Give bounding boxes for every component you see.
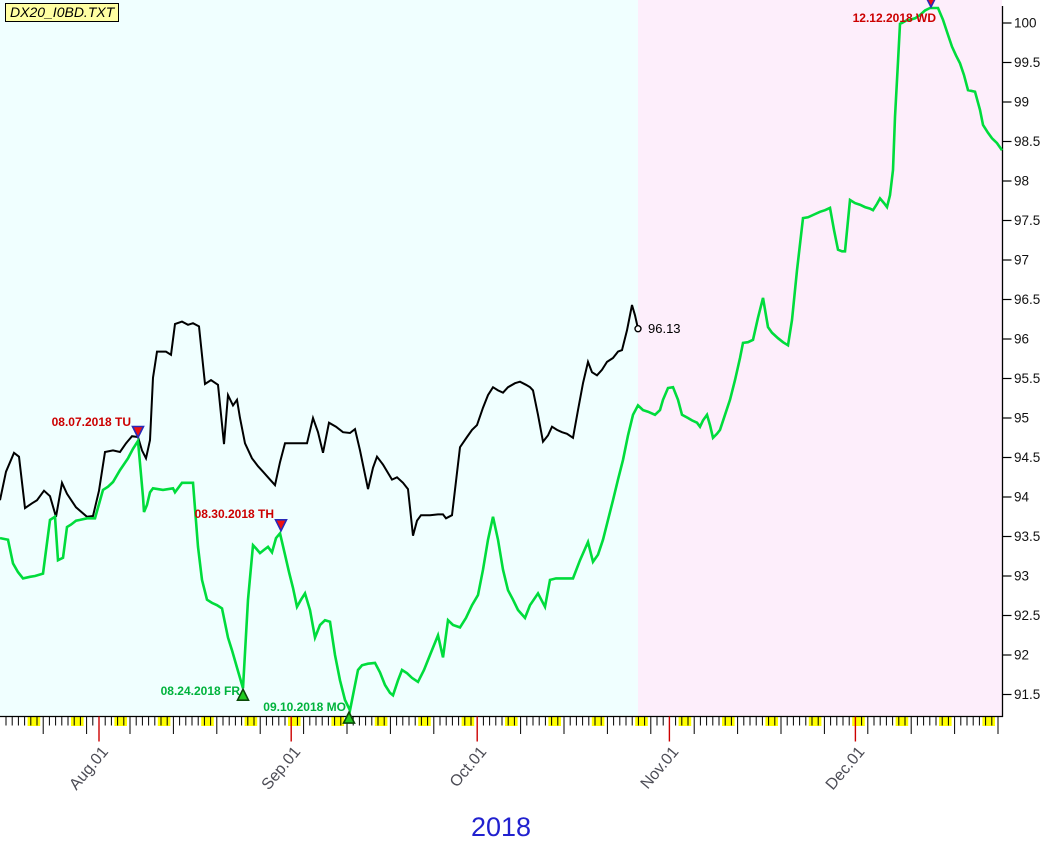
- signal-label-mo: 09.10.2018 MO: [263, 700, 346, 714]
- history-region: [0, 0, 638, 716]
- y-axis-tick-label: 93.5: [1014, 529, 1040, 544]
- y-axis-tick-label: 92: [1014, 648, 1029, 663]
- x-axis-month-label: Dec.01: [823, 744, 869, 794]
- x-axis-month-label: Nov.01: [638, 744, 683, 793]
- signal-marker-th[interactable]: [274, 518, 288, 533]
- y-axis-tick-label: 94: [1014, 490, 1030, 505]
- y-axis-tick-label: 99.5: [1014, 55, 1040, 70]
- x-axis-year-label: 2018: [470, 812, 532, 842]
- y-axis-ticks: 91.5 92 92.5 93 93.5 94 94.5 95 95.5 96 96.5 97 97.5…: [1002, 16, 1040, 702]
- y-axis-tick-label: 95.5: [1014, 371, 1040, 386]
- x-axis-labels: Aug.01 Sep.01 Oct.01 Nov.01 Dec.01: [66, 744, 868, 794]
- forecast-region: [638, 0, 1002, 716]
- x-axis-month-label: Aug.01: [66, 744, 112, 794]
- y-axis-tick-label: 96: [1014, 332, 1029, 347]
- y-axis-tick-label: 97: [1014, 253, 1029, 268]
- y-axis-tick-label: 91.5: [1014, 687, 1040, 702]
- y-axis-tick-label: 100: [1014, 16, 1037, 31]
- signal-marker-mo[interactable]: [342, 710, 356, 724]
- plot-regions: [0, 0, 1002, 716]
- signal-label-fr: 08.24.2018 FR: [161, 684, 241, 698]
- y-axis-tick-label: 97.5: [1014, 213, 1040, 228]
- forecast-line[interactable]: [0, 6, 1004, 715]
- series-file-label[interactable]: DX20_I0BD.TXT: [5, 3, 120, 22]
- last-price-dot: [634, 325, 642, 333]
- y-axis-tick-label: 99: [1014, 95, 1029, 110]
- last-price-label: 96.13: [648, 321, 681, 336]
- signal-label-th: 08.30.2018 TH: [195, 507, 274, 521]
- y-axis-tick-label: 94.5: [1014, 450, 1040, 465]
- y-axis-tick-label: 92.5: [1014, 608, 1040, 623]
- weekend-highlights: [27, 716, 995, 726]
- x-axis-month-label: Sep.01: [259, 744, 305, 794]
- y-axis-tick-label: 98.5: [1014, 134, 1040, 149]
- y-axis-tick-label: 96.5: [1014, 292, 1040, 307]
- x-axis-month-label: Oct.01: [447, 744, 490, 791]
- signal-marker-fr[interactable]: [236, 687, 250, 702]
- signal-marker-wd[interactable]: [926, 0, 937, 9]
- signal-marker-tu[interactable]: [131, 425, 145, 440]
- y-axis-tick-label: 98: [1014, 174, 1029, 189]
- y-axis-tick-label: 93: [1014, 569, 1029, 584]
- y-axis-tick-label: 95: [1014, 411, 1029, 426]
- series-lines: 96.13: [0, 6, 1004, 715]
- signal-markers: 08.07.2018 TU 08.30.2018 TH 12.12.2018 WD 0…: [52, 0, 937, 724]
- signal-label-wd: 12.12.2018 WD: [853, 11, 937, 25]
- x-axis-ticks: [5, 716, 999, 742]
- price-history-line[interactable]: [0, 304, 639, 536]
- signal-label-tu: 08.07.2018 TU: [52, 415, 131, 429]
